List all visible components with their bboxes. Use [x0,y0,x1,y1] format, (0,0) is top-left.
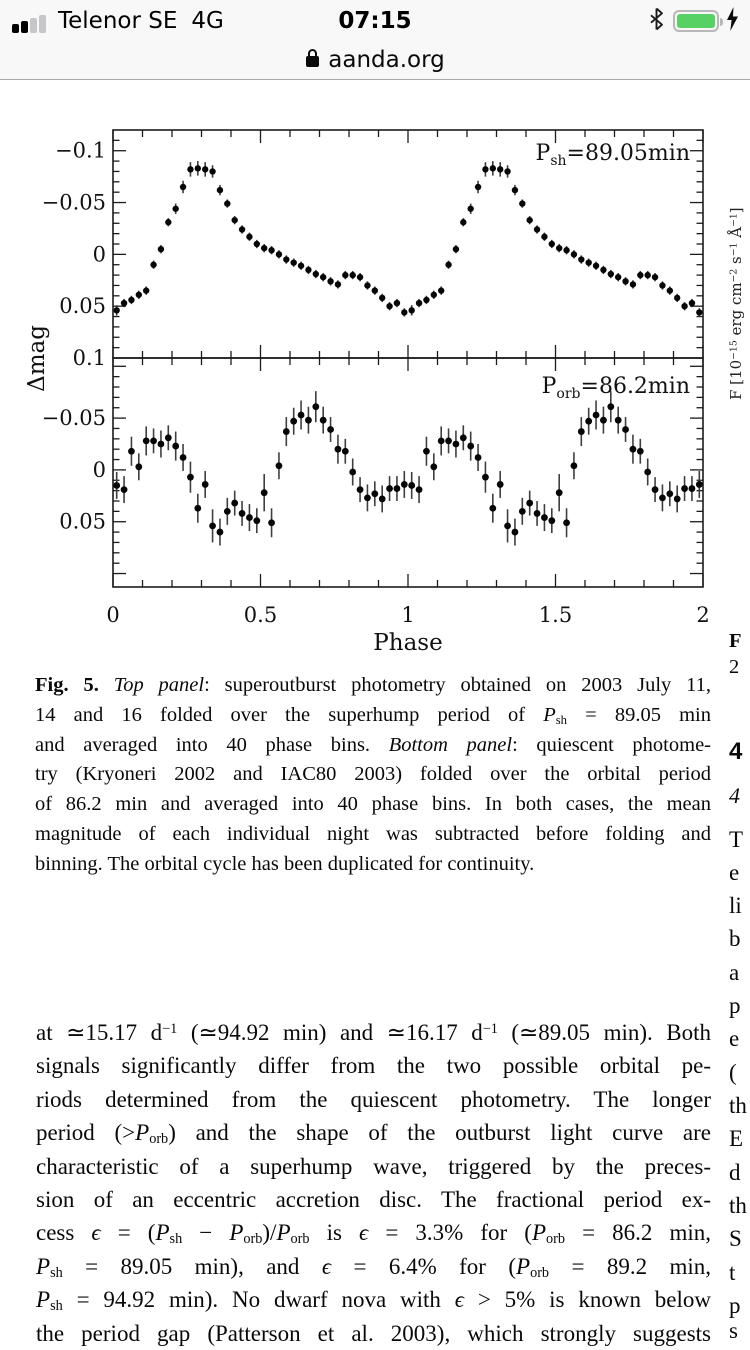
body-line: riods determined from the quiescent phot… [36,1086,711,1112]
body-line: signals significantly differ from the tw… [36,1053,711,1079]
address-bar[interactable]: aanda.org [0,42,750,78]
signal-bar [12,24,19,33]
signal-bar [21,21,28,33]
url-domain: aanda.org [328,47,445,73]
right-column-line-fragment: th [729,1193,747,1218]
y-axis-title: Δmag [24,325,50,392]
right-column-line-fragment: T [729,827,744,852]
svg-text:0.5: 0.5 [244,603,277,627]
caption-line: of 86.2 min and averaged into 40 phase b… [35,793,711,816]
body-line: characteristic of a superhump wave, trig… [36,1153,711,1179]
article-text: at ≃15.17 d−1 (≃94.92 min) and ≃16.17 d−… [36,1016,711,1350]
svg-text:0.05: 0.05 [59,510,106,534]
right-column-line-fragment: ( [729,1060,737,1085]
panel-top-errorbars [115,161,701,317]
right-column-line-fragment: b [729,926,741,951]
svg-text:0: 0 [93,242,106,266]
panel-bottom-ticks [112,358,704,587]
right-column-line-fragment: 4 [729,738,743,765]
body-line: at ≃15.17 d−1 (≃94.92 min) and ≃16.17 d−… [36,1020,711,1045]
bluetooth-icon [648,7,665,35]
cellular-signal-icon [12,15,48,33]
panel-top-period-label: Psh=89.05min [536,141,691,169]
carrier-label: Telenor SE [58,8,178,34]
body-line: Psh = 94.92 min). No dwarf nova with ϵ >… [36,1287,711,1315]
right-column-line-fragment: p [729,993,741,1018]
figure-5-caption: Fig. 5. Top panel: superoutburst photome… [35,671,711,880]
svg-text:0.05: 0.05 [59,294,106,318]
network-type-label: 4G [191,8,224,34]
svg-text:−0.05: −0.05 [42,406,106,430]
status-and-url-bar: Telenor SE 4G 07:15 aanda.org [0,0,750,80]
right-column-line-fragment: 4 [729,783,740,808]
lock-icon [305,48,320,72]
svg-text:−0.1: −0.1 [55,139,106,163]
body-line: Psh = 89.05 min), and ϵ = 6.4% for (Porb… [36,1253,711,1281]
adjacent-figure-ylabel: F [10−15 erg cm−2 s−1 Å−1] [727,207,745,400]
svg-text:0: 0 [93,458,106,482]
svg-text:0.1: 0.1 [73,346,106,370]
caption-line: binning. The orbital cycle has been dupl… [35,852,535,875]
svg-text:Phase: Phase [373,630,442,656]
svg-text:−0.05: −0.05 [42,191,106,215]
panel-bottom-period-label: Porb=86.2min [542,374,690,402]
caption-line: and averaged into 40 phase bins. Bottom … [35,733,712,756]
body-line: the period gap (Patterson et al. 2003), … [36,1320,711,1346]
battery-icon [673,10,723,32]
right-column-line-fragment: th [729,1093,747,1118]
panel-bottom-points [113,403,703,536]
svg-text:0: 0 [106,603,119,627]
body-line: cess ϵ = (Psh − Porb)/Porb is ϵ = 3.3% f… [36,1220,711,1248]
panel-top-points [113,165,703,316]
right-column-line-fragment: F [729,630,742,652]
clock: 07:15 [338,8,412,34]
right-column-line-fragment: S [729,1226,742,1251]
svg-text:1.5: 1.5 [539,603,572,627]
caption-line: 14 and 16 folded over the superhump peri… [35,703,711,727]
status-right-group [648,7,740,35]
right-column-line-fragment: e [729,1026,740,1051]
right-column-line-fragment: E [729,1126,744,1151]
status-left-group: Telenor SE 4G [12,9,224,33]
svg-text:2: 2 [696,603,709,627]
panel-bottom-errorbars [115,391,701,546]
right-column-line-fragment: e [729,860,740,885]
right-column-line-fragment: d [729,1160,741,1185]
svg-text:1: 1 [401,603,414,627]
signal-bar [30,18,37,33]
caption-line: try (Kryoneri 2002 and IAC80 2003) folde… [35,763,711,786]
body-line: period (>Porb) and the shape of the outb… [36,1120,712,1148]
right-column-line-fragment: a [729,960,740,985]
signal-bar [39,15,46,33]
right-column-line-fragment: t [729,1260,736,1285]
caption-line: magnitude of each individual night was s… [35,822,711,845]
right-column-line-fragment: 2 [729,656,740,678]
body-line: sion of an eccentric accretion disc. The… [36,1186,711,1212]
battery-nub [719,18,723,26]
right-column-line-fragment: s [729,1318,738,1343]
battery-fill [677,14,715,28]
caption-line: Fig. 5. Top panel: superoutburst photome… [35,674,712,696]
charging-bolt-icon [725,7,740,35]
figure-5-plot: −0.1 −0.05 0 0.05 Psh=89.05min −0.05 0 0.05 Porb… [24,129,710,656]
right-column-line-fragment: li [729,893,742,918]
panel-top-ticks [112,130,704,358]
right-column-line-fragment: p [729,1293,741,1318]
